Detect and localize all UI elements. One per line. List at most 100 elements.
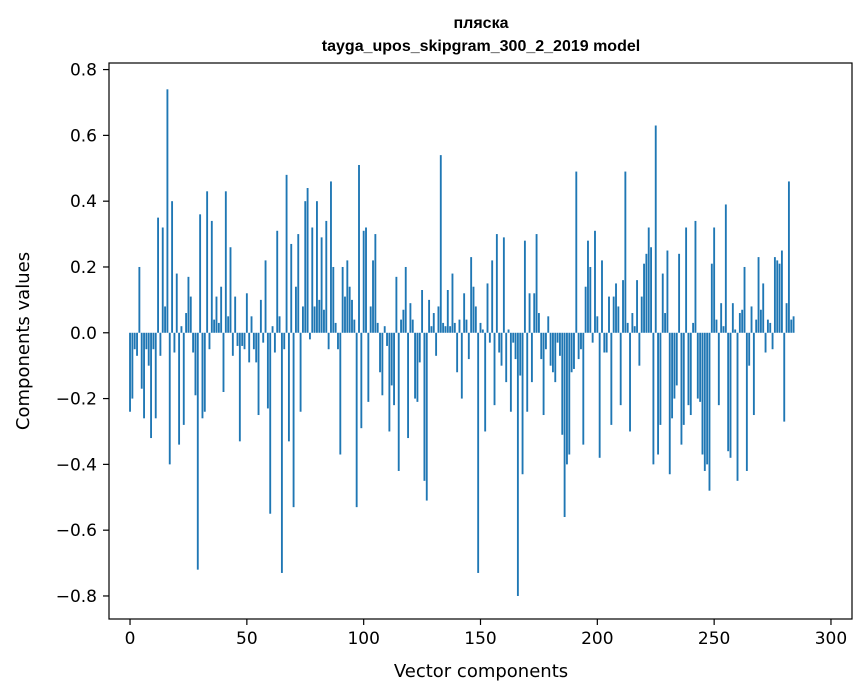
bar (507, 329, 510, 333)
bar (519, 332, 522, 376)
bar (736, 332, 739, 481)
bar (477, 332, 480, 573)
bar (731, 303, 734, 333)
bar (752, 332, 755, 416)
bar (472, 286, 475, 333)
bar (320, 237, 323, 333)
y-tick-label: −0.2 (56, 390, 97, 410)
bar (224, 191, 227, 333)
bar (764, 332, 767, 353)
bar (682, 332, 685, 425)
bar (491, 260, 494, 333)
bar (309, 332, 311, 340)
bar (624, 171, 627, 333)
bar (189, 296, 192, 333)
bar (332, 266, 335, 333)
bar (196, 332, 199, 570)
bar (143, 332, 145, 419)
bar (650, 247, 652, 333)
bar (589, 266, 592, 333)
bar (612, 296, 615, 333)
bar (220, 286, 223, 333)
bar (463, 293, 466, 333)
bar (404, 266, 407, 333)
bar (243, 332, 246, 350)
bar (654, 125, 657, 333)
x-tick-label: 100 (347, 629, 379, 649)
bar (738, 313, 741, 333)
bar (437, 306, 440, 333)
bar (269, 332, 272, 514)
bar (199, 214, 202, 333)
bar (488, 332, 491, 343)
bar (304, 201, 307, 333)
bar (360, 332, 363, 429)
bar (465, 319, 468, 333)
bar (208, 332, 211, 350)
bar (323, 309, 325, 333)
bar (252, 332, 255, 350)
bar (706, 332, 709, 465)
bar (750, 306, 753, 333)
bar (745, 332, 748, 471)
bar (294, 286, 297, 333)
bar (484, 332, 487, 432)
bar (666, 250, 669, 333)
bar (428, 299, 431, 333)
bar (334, 322, 337, 333)
bar (619, 332, 622, 406)
bar (185, 313, 188, 333)
y-tick-label: 0.4 (70, 192, 97, 212)
bar (131, 332, 134, 399)
bar (759, 309, 762, 333)
bar (610, 332, 613, 425)
plot-frame (108, 62, 853, 620)
x-tick-label: 250 (698, 629, 730, 649)
bar (432, 313, 435, 333)
bar (505, 332, 508, 383)
bar (575, 171, 578, 333)
bar (173, 332, 176, 353)
bar (458, 319, 461, 333)
bar (790, 319, 793, 333)
bar (615, 283, 617, 333)
bar (325, 220, 328, 333)
bar (652, 332, 655, 465)
bar (353, 319, 356, 333)
y-tick-label: 0.0 (70, 324, 97, 344)
bar (570, 332, 573, 373)
bar (414, 332, 417, 399)
bar (729, 332, 732, 458)
bar (210, 220, 213, 333)
bar (622, 280, 624, 333)
bar (147, 332, 150, 366)
bar (180, 326, 183, 333)
bar (460, 332, 463, 399)
bar (421, 290, 424, 333)
x-tick-label: 50 (236, 629, 258, 649)
bar (671, 332, 674, 419)
bar (456, 332, 459, 373)
bar (390, 332, 393, 386)
y-tick-label: 0.8 (70, 61, 97, 81)
bar (133, 332, 136, 350)
bar (407, 332, 410, 439)
bar (369, 306, 372, 333)
bar (341, 266, 344, 333)
bar (643, 263, 645, 333)
bar (400, 319, 402, 333)
bar (481, 329, 484, 333)
bar (402, 309, 405, 333)
x-axis-label: Vector components (394, 661, 568, 682)
bar (645, 253, 648, 333)
bar (145, 332, 148, 350)
bar (313, 306, 316, 333)
bar (280, 332, 283, 573)
bar (559, 332, 561, 356)
bar (259, 299, 262, 333)
bar (264, 260, 267, 333)
bar (584, 286, 587, 333)
bar (271, 326, 274, 333)
bar (166, 89, 169, 333)
bar (234, 296, 237, 333)
